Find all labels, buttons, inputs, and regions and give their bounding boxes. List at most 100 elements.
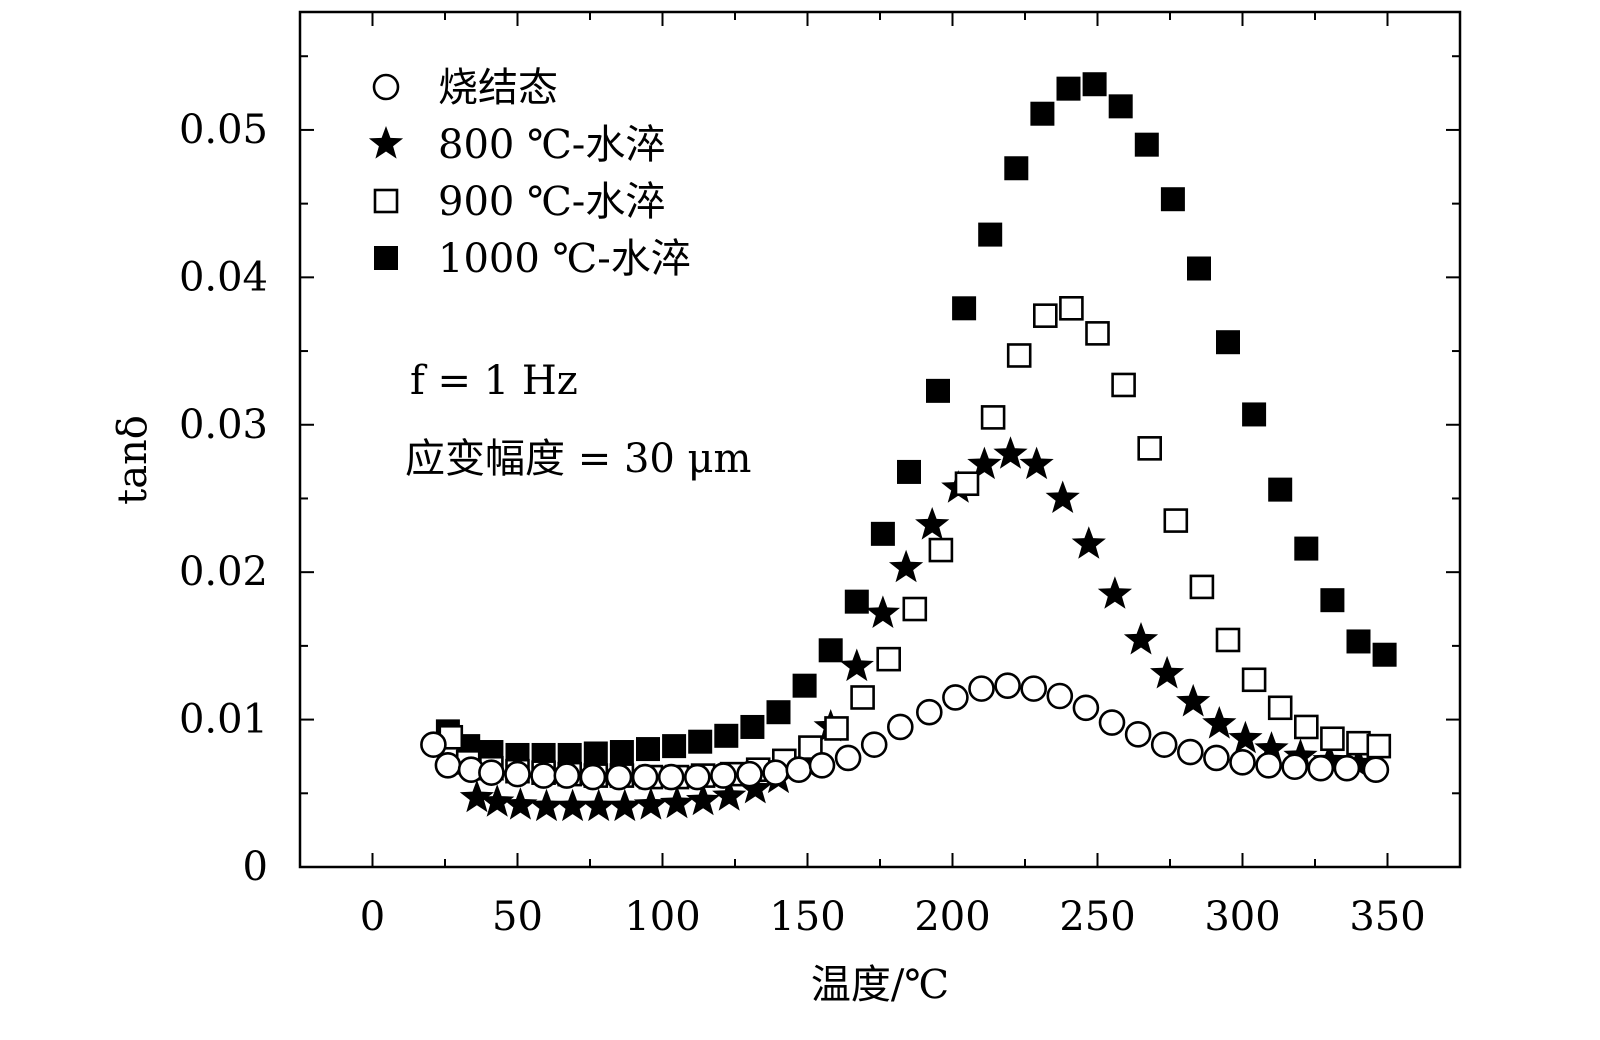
data-point [1242, 402, 1267, 427]
x-tick-label: 100 [624, 894, 700, 940]
data-point [1320, 726, 1345, 752]
legend-marker-1 [368, 126, 404, 159]
data-point [1268, 477, 1293, 502]
data-point [459, 779, 494, 813]
data-point [1202, 706, 1237, 739]
data-point [1160, 187, 1185, 212]
annotation-frequency: f = 1 Hz [410, 358, 578, 404]
data-point [1163, 508, 1189, 533]
data-point [503, 787, 538, 820]
data-point [978, 222, 1003, 247]
data-point [1108, 94, 1133, 119]
annotation-strain-amplitude: 应变幅度 = 30 μm [405, 436, 751, 482]
data-point [555, 788, 590, 822]
data-point [928, 537, 954, 563]
data-point [736, 760, 763, 788]
data-point [968, 675, 995, 702]
data-point [1020, 675, 1047, 702]
data-point [1097, 576, 1132, 609]
data-point [1294, 714, 1319, 740]
data-point [1187, 256, 1211, 281]
series-3 [435, 72, 1397, 767]
data-point [1004, 156, 1029, 181]
x-tick-label: 350 [1349, 894, 1425, 940]
y-tick-label: 0.04 [179, 254, 268, 300]
data-point [1071, 526, 1106, 559]
data-point [870, 521, 895, 546]
data-point [636, 737, 660, 762]
data-point [1229, 749, 1256, 776]
data-point [1333, 754, 1361, 782]
data-point [1366, 733, 1392, 759]
data-point [480, 784, 515, 817]
data-point [1215, 627, 1241, 653]
data-point [1346, 730, 1371, 756]
data-point [1019, 446, 1054, 480]
data-point [740, 714, 765, 739]
data-point [1346, 629, 1371, 654]
data-point [1098, 709, 1126, 736]
y-tick-label: 0.03 [179, 402, 268, 448]
data-point [1033, 303, 1058, 328]
data-point [579, 763, 607, 791]
data-point [876, 646, 902, 672]
data-point [1203, 744, 1230, 772]
data-point [808, 751, 836, 779]
data-point [1216, 330, 1240, 355]
data-point [1059, 296, 1084, 321]
data-point [1072, 694, 1100, 722]
data-point [993, 436, 1028, 469]
data-point [714, 723, 739, 748]
data-point [926, 378, 950, 403]
data-point [762, 759, 789, 786]
data-point [583, 741, 608, 766]
data-point [1176, 683, 1211, 717]
x-tick-label: 200 [914, 894, 990, 940]
data-point [1150, 655, 1185, 689]
y-tick-label: 0 [243, 844, 268, 890]
data-point [886, 713, 914, 741]
data-point [902, 596, 928, 622]
data-point [504, 760, 531, 788]
data-point [834, 744, 862, 772]
data-point [860, 731, 888, 758]
y-tick-label: 0.02 [179, 549, 268, 595]
y-axis-title: tanδ [110, 415, 156, 505]
legend-marker-2 [373, 188, 399, 214]
data-point [633, 787, 668, 820]
data-point [662, 734, 687, 759]
data-point [766, 700, 791, 725]
data-point [942, 684, 969, 711]
x-tick-label: 250 [1059, 894, 1135, 940]
x-tick-label: 150 [769, 894, 845, 940]
data-point [605, 763, 633, 791]
data-point [686, 782, 721, 816]
data-point [1254, 731, 1289, 764]
data-point [850, 685, 875, 710]
data-point [581, 788, 616, 822]
data-point [712, 778, 747, 811]
data-point [1137, 436, 1162, 461]
data-point [824, 716, 849, 741]
data-point [478, 759, 505, 786]
data-point [1307, 754, 1335, 782]
data-point [1150, 731, 1178, 758]
data-point [1255, 751, 1282, 779]
data-point [1006, 343, 1032, 368]
data-point [1056, 76, 1081, 101]
data-point [553, 762, 581, 789]
data-point [818, 638, 843, 663]
legend-markers [368, 73, 404, 270]
data-point [980, 405, 1006, 430]
data-point [529, 788, 564, 822]
data-point [865, 595, 900, 628]
series-0 [420, 672, 1390, 791]
data-point [967, 446, 1002, 480]
data-point [1320, 588, 1345, 613]
data-point [434, 751, 462, 779]
data-point [1281, 753, 1308, 781]
y-tick-label: 0.05 [179, 107, 268, 153]
data-point [1134, 132, 1159, 157]
data-point [994, 672, 1021, 699]
